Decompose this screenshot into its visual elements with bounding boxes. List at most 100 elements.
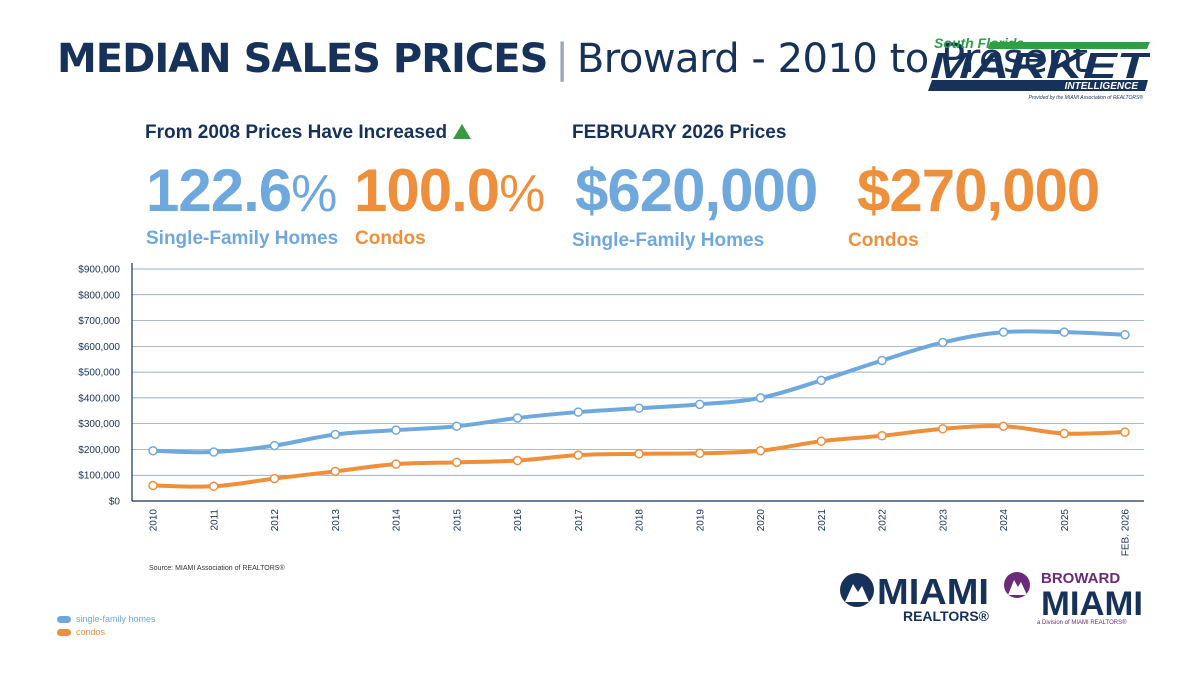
x-tick-label: 2016 bbox=[513, 509, 524, 532]
single-family-pct-symbol: % bbox=[291, 165, 337, 223]
data-point-single-family bbox=[1059, 327, 1069, 337]
data-point-single-family bbox=[877, 355, 887, 366]
increase-heading-text: From 2008 Prices Have Increased bbox=[145, 122, 448, 143]
y-tick-label: $0 bbox=[109, 497, 121, 508]
condo-increase: 100.0% bbox=[354, 156, 545, 225]
x-tick-label: 2012 bbox=[270, 509, 281, 532]
broward-logo-skyline-icon bbox=[1008, 580, 1027, 595]
page-title: MEDIAN SALES PRICES | Broward - 2010 to Pr… bbox=[57, 36, 1088, 82]
condo-pct-value: 100.0 bbox=[354, 157, 500, 224]
data-point-condos bbox=[998, 421, 1009, 431]
condo-pct-symbol: % bbox=[499, 165, 545, 223]
y-tick-label: $800,000 bbox=[78, 290, 120, 301]
data-point-single-family bbox=[573, 407, 583, 417]
data-point-condos bbox=[755, 445, 766, 456]
data-point-single-family bbox=[938, 337, 948, 348]
current-condo-label: Condos bbox=[848, 230, 919, 251]
data-point-condos bbox=[330, 466, 340, 477]
legend-label-single-family: single-family homes bbox=[76, 614, 156, 624]
increase-condo-label: Condos bbox=[355, 228, 426, 249]
data-point-condos bbox=[938, 424, 948, 434]
data-point-single-family bbox=[209, 447, 219, 457]
x-axis: 2010 2011 2012 2013 2014 2015 2016 2017 2018 2019… bbox=[149, 509, 1132, 557]
x-tick-label: FEB. 2026 bbox=[1121, 509, 1132, 557]
data-point-condos bbox=[512, 455, 523, 466]
x-tick-label: 2014 bbox=[392, 509, 403, 532]
data-point-single-family bbox=[148, 445, 158, 456]
broward-logo-main: MIAMI bbox=[1041, 585, 1143, 623]
data-point-single-family bbox=[269, 440, 280, 451]
logo-navy-bar bbox=[928, 80, 1148, 91]
data-point-condos bbox=[269, 473, 280, 484]
broward-logo-sub: a Division of MIAMI REALTORS® bbox=[1037, 619, 1127, 626]
data-point-condos bbox=[452, 457, 462, 468]
legend-item-single-family: single-family homes bbox=[57, 614, 156, 624]
y-tick-label: $700,000 bbox=[78, 316, 120, 327]
y-tick-label: $300,000 bbox=[78, 419, 120, 430]
data-point-single-family bbox=[391, 425, 401, 435]
current-single-family-label: Single-Family Homes bbox=[572, 230, 765, 251]
logo-tagline: Provided by the MIAMI Association of REA… bbox=[1029, 94, 1144, 101]
x-tick-label: 2013 bbox=[331, 509, 342, 532]
up-triangle-icon bbox=[453, 124, 472, 139]
chart-points bbox=[148, 327, 1130, 492]
data-point-condos bbox=[695, 448, 705, 459]
data-point-single-family bbox=[634, 403, 644, 413]
chart-grid bbox=[132, 268, 1144, 502]
market-intelligence-logo: South Florida MARKET INTELLIGENCE Provid… bbox=[928, 36, 1150, 101]
x-tick-label: 2020 bbox=[756, 509, 767, 532]
x-tick-label: 2017 bbox=[574, 509, 585, 532]
data-point-single-family bbox=[1120, 329, 1130, 340]
y-tick-label: $100,000 bbox=[78, 471, 120, 482]
x-tick-label: 2010 bbox=[149, 509, 160, 532]
data-point-single-family bbox=[330, 429, 340, 440]
data-point-condos bbox=[877, 431, 887, 441]
y-axis: $0 $100,000 $200,000 $300,000 $400,000 $500,0… bbox=[78, 263, 133, 508]
data-point-condos bbox=[634, 449, 644, 459]
miami-logo-main: MIAMI bbox=[877, 571, 989, 612]
broward-miami-logo: BROWARD MIAMI a Division of MIAMI REALTO… bbox=[1004, 570, 1143, 626]
y-tick-label: $900,000 bbox=[78, 265, 120, 276]
current-heading: FEBRUARY 2026 Prices bbox=[572, 122, 787, 143]
logo-sub-line: INTELLIGENCE bbox=[1065, 81, 1139, 92]
y-tick-label: $200,000 bbox=[78, 445, 120, 456]
data-point-condos bbox=[1120, 427, 1130, 437]
source-note: Source: MIAMI Association of REALTORS® bbox=[149, 565, 285, 572]
data-point-condos bbox=[391, 459, 401, 469]
data-point-condos bbox=[816, 436, 826, 446]
y-tick-label: $400,000 bbox=[78, 393, 120, 404]
single-family-pct-value: 122.6 bbox=[146, 157, 292, 224]
title-separator: | bbox=[555, 36, 569, 82]
title-main: MEDIAN SALES PRICES bbox=[57, 36, 548, 82]
legend-swatch-single-family bbox=[57, 615, 71, 623]
data-point-condos bbox=[573, 450, 583, 460]
condo-price: $270,000 bbox=[857, 157, 1100, 224]
broward-logo-top: BROWARD bbox=[1041, 570, 1120, 587]
x-tick-label: 2011 bbox=[209, 509, 220, 531]
increase-heading: From 2008 Prices Have Increased bbox=[145, 122, 472, 144]
data-point-single-family bbox=[512, 413, 523, 423]
series-line-single-family bbox=[151, 329, 1127, 455]
legend-label-condos: condos bbox=[76, 627, 106, 637]
data-point-condos bbox=[1059, 428, 1069, 439]
logo-green-bar bbox=[988, 42, 1150, 49]
data-point-condos bbox=[209, 481, 219, 492]
legend-item-condos: condos bbox=[57, 627, 105, 637]
x-tick-label: 2025 bbox=[1060, 509, 1071, 532]
single-family-increase: 122.6% bbox=[146, 156, 337, 225]
x-tick-label: 2015 bbox=[452, 509, 463, 532]
median-price-chart: $0 $100,000 $200,000 $300,000 $400,000 $500,0… bbox=[78, 263, 1144, 557]
miami-logo-sub: REALTORS® bbox=[903, 608, 990, 624]
x-tick-label: 2022 bbox=[878, 509, 889, 532]
miami-realtors-logo: MIAMI REALTORS® bbox=[840, 571, 990, 624]
data-point-single-family bbox=[452, 421, 462, 431]
x-tick-label: 2018 bbox=[635, 509, 646, 532]
miami-logo-skyline-icon bbox=[845, 584, 869, 602]
x-tick-label: 2021 bbox=[817, 509, 828, 532]
x-tick-label: 2019 bbox=[695, 509, 706, 532]
single-family-price: $620,000 bbox=[575, 157, 818, 224]
x-tick-label: 2024 bbox=[999, 509, 1010, 532]
data-point-single-family bbox=[816, 375, 826, 386]
logo-main-line: MARKET bbox=[930, 45, 1150, 86]
legend-swatch-condos bbox=[57, 628, 71, 636]
